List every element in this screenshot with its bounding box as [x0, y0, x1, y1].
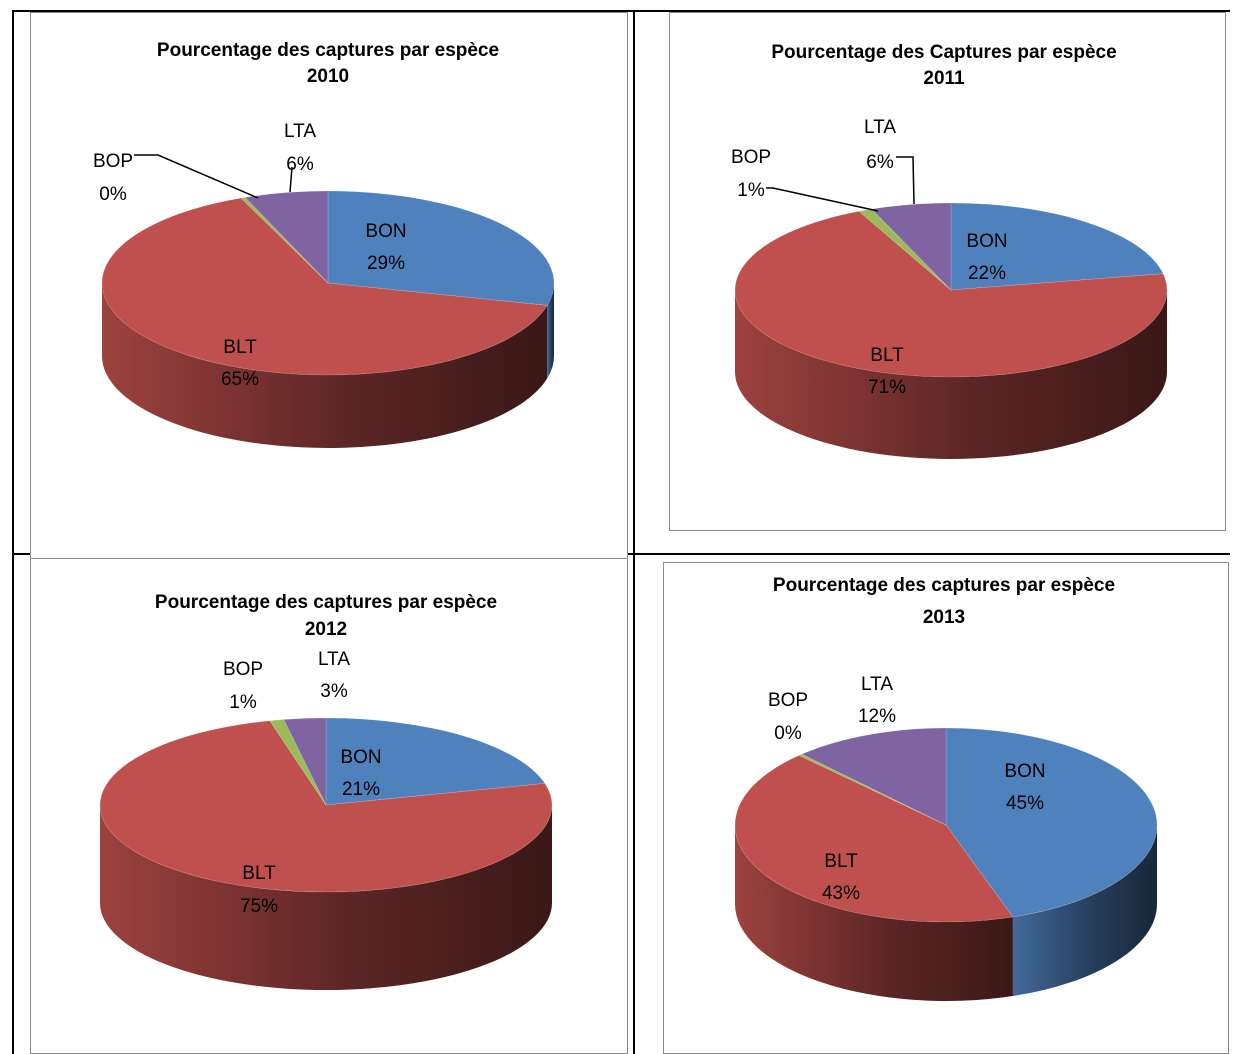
data-label-bon-name: BON — [1004, 761, 1045, 782]
data-label-blt-name: BLT — [824, 851, 858, 872]
data-label-bon-name: BON — [365, 221, 406, 242]
data-label-bon-value: 45% — [1006, 793, 1044, 814]
data-label-bon-name: BON — [340, 747, 381, 768]
chart-title: Pourcentage des captures par espèce — [773, 575, 1115, 596]
chart-title: Pourcentage des Captures par espèce — [771, 42, 1116, 63]
pie-side-blt — [102, 283, 548, 449]
table-border-left — [12, 10, 14, 1054]
data-label-lta-name: LTA — [284, 121, 316, 142]
pie-side-blt — [735, 290, 1167, 459]
data-label-bop-name: BOP — [93, 151, 133, 172]
pie-chart-2010: Pourcentage des captures par espèce 2010 B… — [93, 40, 555, 449]
data-label-bop-value: 0% — [774, 723, 802, 744]
pie-slice-blt — [734, 210, 1168, 378]
data-label-lta-name: LTA — [861, 674, 893, 695]
chart-subtitle: 2012 — [305, 619, 347, 640]
data-label-blt-name: BLT — [870, 345, 904, 366]
data-label-bon-value: 21% — [342, 779, 380, 800]
data-label-bop-name: BOP — [768, 690, 808, 711]
data-label-blt-name: BLT — [242, 863, 276, 884]
pie-slice-blt — [734, 755, 1014, 923]
pie-side-bon — [1012, 825, 1157, 996]
pie-side-bon — [547, 283, 554, 379]
data-label-bop-name: BOP — [223, 659, 263, 680]
table-border-middle — [633, 10, 635, 1054]
chart-subtitle: 2011 — [923, 68, 965, 89]
data-label-bon-name: BON — [966, 231, 1007, 252]
leader-line-lta — [896, 156, 915, 205]
data-label-bop-value: 1% — [229, 692, 257, 713]
pie-slice-blt — [99, 720, 553, 893]
pie-chart-2011: Pourcentage des Captures par espèce 2011 B… — [731, 42, 1168, 459]
data-label-bop-name: BOP — [731, 147, 771, 168]
pie-slice-bon — [945, 727, 1158, 918]
data-label-lta-value: 12% — [858, 706, 896, 727]
pie-slice-bon — [950, 202, 1164, 291]
pie-slice-blt — [101, 197, 548, 376]
pie-side-blt — [735, 825, 1013, 1001]
data-label-blt-value: 65% — [221, 369, 259, 390]
data-label-lta-name: LTA — [864, 117, 896, 138]
pie-chart-2013: Pourcentage des captures par espèce 2013 B… — [734, 575, 1158, 1001]
pie-slice-bon — [325, 717, 546, 806]
data-label-bop-value: 0% — [99, 184, 127, 205]
data-label-lta-value: 6% — [286, 154, 314, 175]
pie-slice-bop — [798, 753, 947, 826]
data-label-blt-value: 43% — [822, 883, 860, 904]
data-label-blt-name: BLT — [223, 337, 257, 358]
chart-subtitle: 2010 — [307, 66, 349, 87]
leader-line-bop — [766, 187, 879, 212]
data-label-blt-value: 75% — [240, 896, 278, 917]
pie-chart-2012: Pourcentage des captures par espèce 2012 B… — [99, 592, 553, 990]
data-label-bon-value: 22% — [968, 263, 1006, 284]
chart-title: Pourcentage des captures par espèce — [155, 592, 497, 613]
data-label-bop-value: 1% — [737, 180, 765, 201]
pie-slice-lta — [283, 717, 327, 806]
data-label-lta-value: 3% — [320, 681, 348, 702]
data-label-bon-value: 29% — [367, 253, 405, 274]
pie-side-blt — [100, 805, 552, 990]
pie-slice-bop — [240, 197, 329, 284]
data-label-blt-value: 71% — [868, 377, 906, 398]
pie-slice-bon — [327, 190, 555, 306]
data-label-lta-name: LTA — [318, 649, 350, 670]
pie-slice-lta — [801, 727, 947, 826]
pie-slice-bop — [269, 719, 327, 806]
chart-title: Pourcentage des captures par espèce — [157, 40, 499, 61]
chart-subtitle: 2013 — [923, 607, 965, 628]
pie-slice-lta — [244, 190, 329, 284]
data-label-lta-value: 6% — [866, 152, 894, 173]
leader-line-lta — [289, 166, 293, 193]
table-border-top — [12, 10, 1230, 12]
leader-line-bop — [134, 154, 259, 199]
